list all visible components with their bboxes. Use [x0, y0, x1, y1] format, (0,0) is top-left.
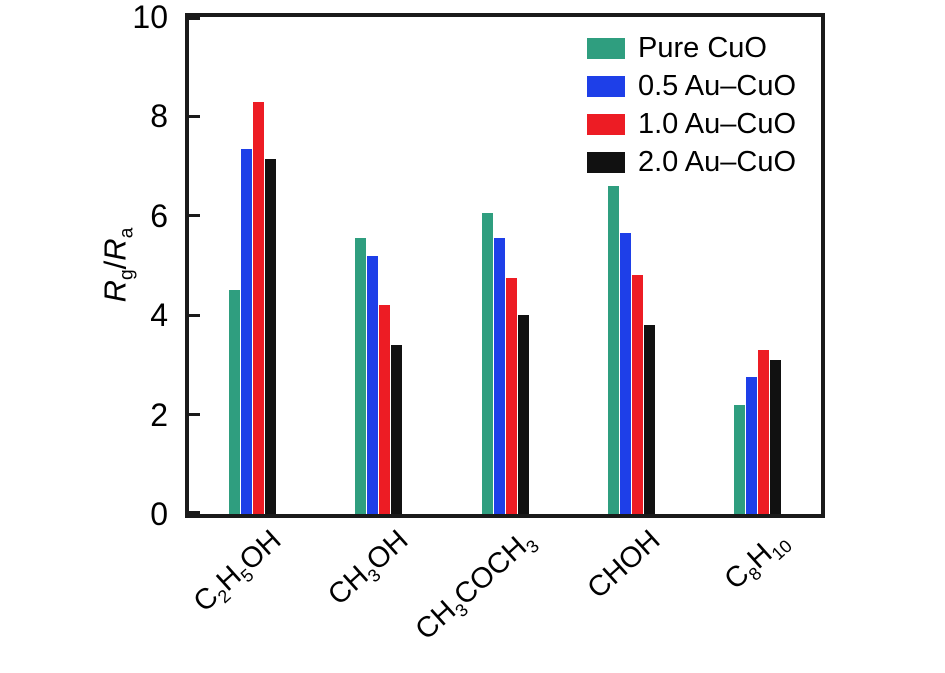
x-tick-label: CHOH: [581, 524, 667, 605]
bar-2-series-2: [367, 255, 379, 514]
bar-4-series-1: [607, 186, 619, 514]
bar-4-series-4: [643, 325, 655, 514]
legend-swatch: [587, 75, 625, 97]
bar-3-series-1: [481, 213, 493, 514]
bar-5-series-3: [758, 350, 770, 514]
y-tick-label: 4: [150, 297, 168, 334]
legend-item: 0.5 Au–CuO: [587, 67, 796, 105]
legend-item: 2.0 Au–CuO: [587, 143, 796, 181]
bar-1-series-4: [264, 158, 276, 514]
legend-label: 0.5 Au–CuO: [638, 69, 796, 102]
bar-4-series-3: [631, 275, 643, 514]
legend-label: 2.0 Au–CuO: [638, 145, 796, 178]
bar-5-series-4: [770, 359, 782, 514]
y-tick-mark: [189, 511, 200, 514]
y-tick-mark: [189, 17, 200, 20]
bar-2-series-1: [355, 238, 367, 514]
y-tick-mark: [189, 313, 200, 317]
legend-label: 1.0 Au–CuO: [638, 107, 796, 140]
y-tick-mark: [189, 114, 200, 118]
y-tick-label: 0: [150, 496, 168, 532]
x-tick-label: CH3OH: [321, 524, 415, 612]
legend-swatch: [587, 113, 625, 135]
bar-3-series-4: [517, 315, 529, 514]
legend-swatch: [587, 37, 625, 59]
bar-5-series-2: [746, 377, 758, 514]
legend-swatch: [587, 151, 625, 173]
y-tick-label: 6: [150, 197, 168, 234]
bar-5-series-1: [734, 404, 746, 514]
y-tick-label: 8: [150, 98, 168, 135]
x-tick-label: C8H10: [718, 535, 796, 596]
bar-1-series-1: [228, 290, 240, 514]
y-tick-mark: [189, 413, 200, 417]
bar-2-series-4: [391, 345, 403, 514]
plot-area: Pure CuO 0.5 Au–CuO 1.0 Au–CuO 2.0 Au–CuO: [185, 13, 825, 518]
bar-2-series-3: [379, 305, 391, 514]
bar-3-series-3: [505, 277, 517, 514]
bar-1-series-2: [240, 148, 252, 514]
legend-item: 1.0 Au–CuO: [587, 105, 796, 143]
legend-item: Pure CuO: [587, 29, 796, 67]
legend: Pure CuO 0.5 Au–CuO 1.0 Au–CuO 2.0 Au–CuO: [587, 29, 796, 181]
legend-label: Pure CuO: [638, 31, 767, 64]
y-tick-label: 2: [150, 396, 168, 433]
bar-4-series-2: [619, 233, 631, 514]
y-axis-label: Rg/Ra: [97, 227, 138, 303]
x-tick-label: C2H5OH: [187, 524, 288, 619]
bar-3-series-2: [493, 238, 505, 514]
y-tick-mark: [189, 214, 200, 218]
y-tick-label: 10: [132, 0, 168, 35]
x-tick-label: CH3COCH3: [409, 530, 543, 647]
bar-1-series-3: [252, 101, 264, 514]
